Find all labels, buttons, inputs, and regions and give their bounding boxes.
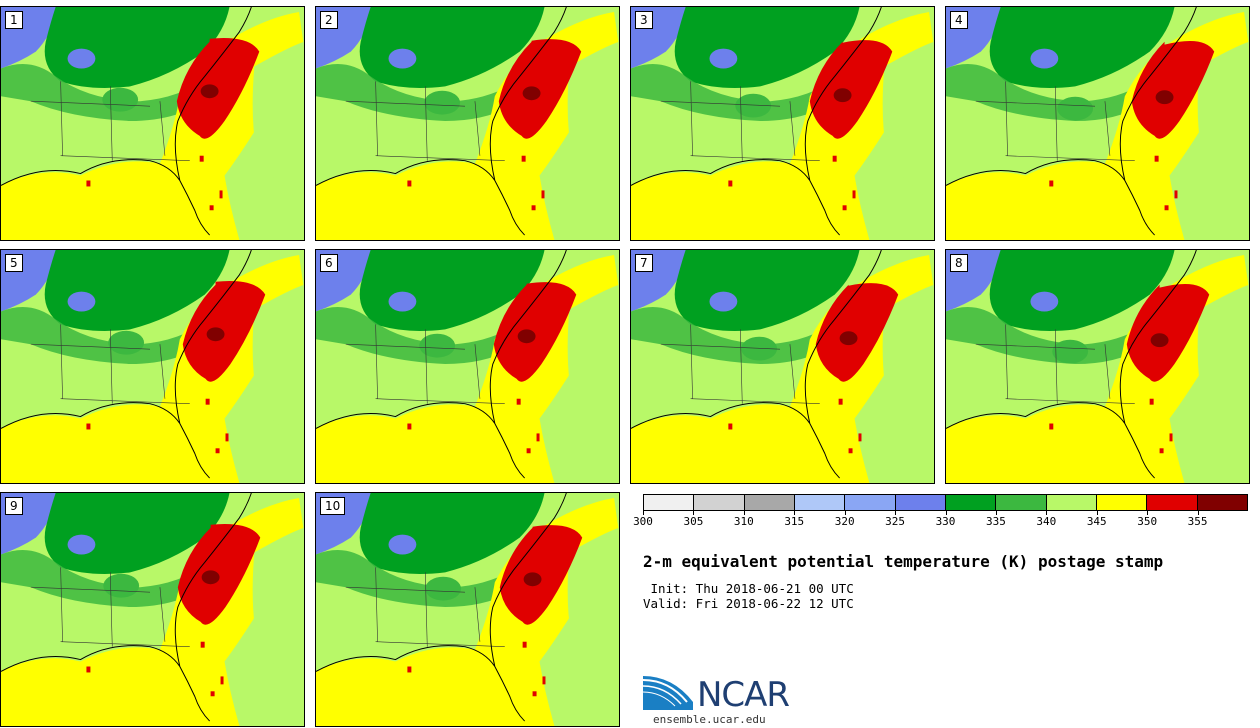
valid-time: Valid: Fri 2018-06-22 12 UTC	[643, 596, 854, 611]
colorbar-segment	[845, 495, 896, 510]
temperature-map	[1, 250, 304, 483]
stamp-panel: 1	[0, 6, 305, 241]
colorbar-tick-mark	[1096, 511, 1098, 515]
stamp-panel: 2	[315, 6, 620, 241]
stamp-panel: 8	[945, 249, 1250, 484]
colorbar-tick-label: 335	[985, 515, 1006, 528]
colorbar-tick-label: 305	[683, 515, 704, 528]
colorbar-tick-mark	[643, 511, 644, 515]
colorbar-tick-label: 300	[633, 515, 653, 528]
stamp-panel: 3	[630, 6, 935, 241]
colorbar-ticks: 300 305 310 315 320 325 330 335 340 345 350 355	[633, 511, 1248, 531]
colorbar-tick-mark	[743, 511, 745, 515]
stamp-panel: 4	[945, 6, 1250, 241]
stamp-panel: 6	[315, 249, 620, 484]
colorbar-segment	[794, 495, 846, 510]
colorbar-tick-label: 320	[834, 515, 855, 528]
colorbar-tick-label: 345	[1086, 515, 1107, 528]
ncar-logo-icon	[643, 676, 693, 710]
stamp-member-label: 8	[950, 254, 968, 272]
colorbar-tick-label: 330	[935, 515, 956, 528]
temperature-map	[1, 7, 304, 240]
colorbar-tick-mark	[895, 511, 897, 515]
stamp-member-label: 7	[635, 254, 653, 272]
colorbar-tick-mark	[995, 511, 997, 515]
colorbar-segment	[1096, 495, 1148, 510]
stamp-member-label: 9	[5, 497, 23, 515]
stamp-member-label: 10	[320, 497, 346, 515]
colorbar-tick-mark	[945, 511, 947, 515]
colorbar-segment	[945, 495, 997, 510]
logo-wordmark: NCAR	[697, 675, 790, 715]
temperature-map	[1, 493, 304, 726]
colorbar-tick-mark	[844, 511, 846, 515]
colorbar-tick-label: 325	[885, 515, 906, 528]
stamp-member-label: 6	[320, 254, 338, 272]
colorbar-segment	[895, 495, 946, 510]
colorbar-tick-label: 350	[1137, 515, 1158, 528]
stamp-member-label: 4	[950, 11, 968, 29]
colorbar	[643, 494, 1248, 511]
colorbar-tick-mark	[1046, 511, 1048, 515]
stamp-member-label: 2	[320, 11, 338, 29]
plot-title: 2-m equivalent potential temperature (K)…	[643, 552, 1164, 571]
stamp-member-label: 5	[5, 254, 23, 272]
colorbar-tick-label: 310	[733, 515, 754, 528]
temperature-map	[316, 493, 619, 726]
stamp-member-label: 3	[635, 11, 653, 29]
colorbar-tick-label: 340	[1036, 515, 1057, 528]
init-time: Init: Thu 2018-06-21 00 UTC	[643, 581, 854, 596]
colorbar-tick-mark	[693, 511, 695, 515]
temperature-map	[946, 250, 1249, 483]
stamp-panel: 5	[0, 249, 305, 484]
colorbar-segment	[694, 495, 745, 510]
colorbar-segment	[1147, 495, 1198, 510]
colorbar-segment	[1197, 495, 1247, 510]
temperature-map	[631, 7, 934, 240]
colorbar-tick-mark	[794, 511, 796, 515]
stamp-panel: 9	[0, 492, 305, 727]
stamp-panel: 10	[315, 492, 620, 727]
colorbar-segment	[744, 495, 795, 510]
colorbar-tick-label: 315	[784, 515, 805, 528]
colorbar-segment	[1046, 495, 1097, 510]
stamp-panel: 7	[630, 249, 935, 484]
colorbar-segment	[644, 495, 695, 510]
temperature-map	[316, 250, 619, 483]
temperature-map	[946, 7, 1249, 240]
logo-url: ensemble.ucar.edu	[653, 713, 766, 726]
colorbar-segment	[996, 495, 1047, 510]
temperature-map	[316, 7, 619, 240]
colorbar-tick-mark	[1147, 511, 1149, 515]
temperature-map	[631, 250, 934, 483]
colorbar-tick-label: 355	[1187, 515, 1208, 528]
stamp-member-label: 1	[5, 11, 23, 29]
colorbar-tick-mark	[1197, 511, 1199, 515]
